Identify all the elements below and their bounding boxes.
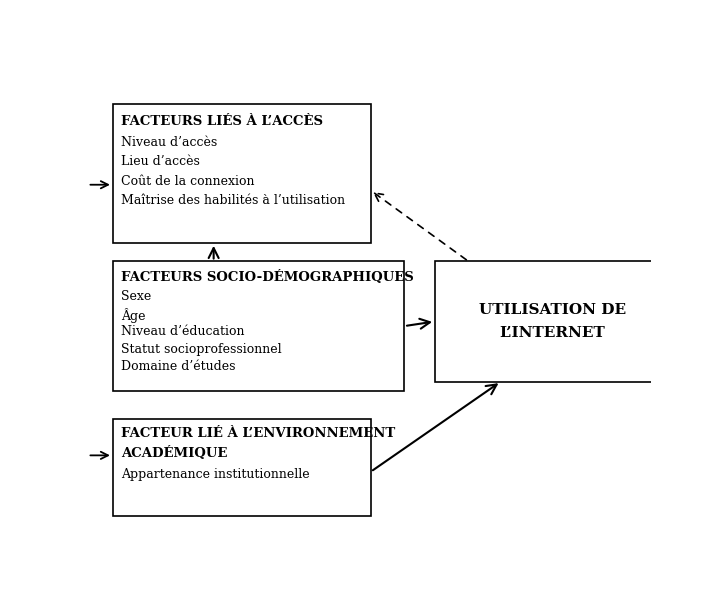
Text: Sexe: Sexe <box>121 290 151 303</box>
Text: Maîtrise des habilités à l’utilisation: Maîtrise des habilités à l’utilisation <box>121 194 346 207</box>
Text: L’INTERNET: L’INTERNET <box>500 326 606 340</box>
Text: UTILISATION DE: UTILISATION DE <box>479 303 626 317</box>
Text: Statut socioprofessionnel: Statut socioprofessionnel <box>121 343 282 356</box>
Text: Appartenance institutionnelle: Appartenance institutionnelle <box>121 469 310 481</box>
Text: FACTEURS LIÉS À L’ACCÈS: FACTEURS LIÉS À L’ACCÈS <box>121 115 323 128</box>
Text: ACADÉMIQUE: ACADÉMIQUE <box>121 446 228 460</box>
FancyBboxPatch shape <box>435 262 670 382</box>
Text: Âge: Âge <box>121 308 146 323</box>
FancyBboxPatch shape <box>113 104 371 243</box>
Text: Domaine d’études: Domaine d’études <box>121 360 236 373</box>
FancyBboxPatch shape <box>113 262 404 391</box>
Text: FACTEUR LIÉ À L’ENVIRONNEMENT: FACTEUR LIÉ À L’ENVIRONNEMENT <box>121 427 395 440</box>
Text: Coût de la connexion: Coût de la connexion <box>121 175 254 188</box>
Text: FACTEURS SOCIO-DÉMOGRAPHIQUES: FACTEURS SOCIO-DÉMOGRAPHIQUES <box>121 270 414 284</box>
Text: Niveau d’accès: Niveau d’accès <box>121 136 218 149</box>
Text: Niveau d’éducation: Niveau d’éducation <box>121 325 244 338</box>
FancyBboxPatch shape <box>113 419 371 515</box>
Text: Lieu d’accès: Lieu d’accès <box>121 155 200 168</box>
